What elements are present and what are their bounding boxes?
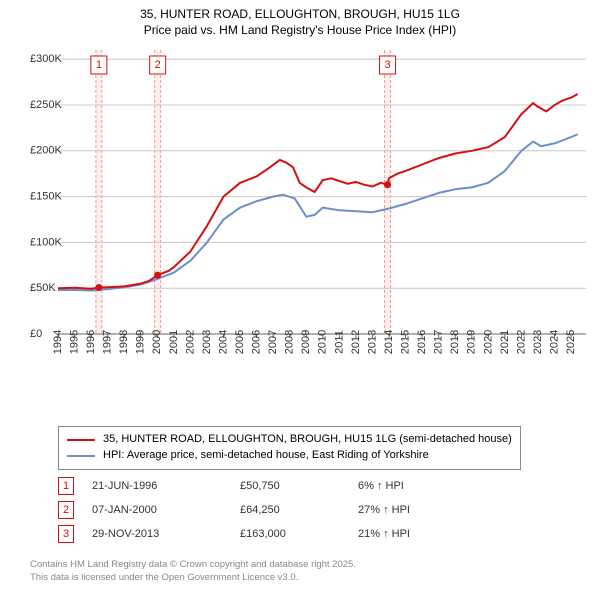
- svg-text:£150K: £150K: [30, 190, 62, 202]
- svg-text:2020: 2020: [482, 330, 494, 354]
- event-price: £163,000: [240, 528, 340, 540]
- event-date: 29-NOV-2013: [92, 528, 222, 540]
- svg-text:2006: 2006: [251, 330, 263, 354]
- event-pct: 21% ↑ HPI: [358, 528, 478, 540]
- events-row: 3 29-NOV-2013 £163,000 21% ↑ HPI: [58, 522, 558, 546]
- svg-text:2019: 2019: [466, 330, 478, 354]
- legend-label-hpi: HPI: Average price, semi-detached house,…: [103, 448, 429, 464]
- svg-text:2016: 2016: [416, 330, 428, 354]
- svg-text:2023: 2023: [532, 330, 544, 354]
- svg-text:2003: 2003: [201, 330, 213, 354]
- svg-text:1994: 1994: [52, 330, 64, 354]
- svg-text:2017: 2017: [433, 330, 445, 354]
- svg-text:£0: £0: [30, 328, 42, 340]
- event-price: £64,250: [240, 504, 340, 516]
- svg-text:1: 1: [96, 59, 102, 71]
- event-pct: 27% ↑ HPI: [358, 504, 478, 516]
- svg-text:£200K: £200K: [30, 145, 62, 157]
- events-row: 2 07-JAN-2000 £64,250 27% ↑ HPI: [58, 498, 558, 522]
- svg-text:1997: 1997: [102, 330, 114, 354]
- footer-line-1: Contains HM Land Registry data © Crown c…: [30, 559, 356, 570]
- svg-text:2011: 2011: [333, 330, 345, 354]
- svg-text:2007: 2007: [267, 330, 279, 354]
- svg-text:£300K: £300K: [30, 53, 62, 65]
- svg-text:3: 3: [384, 59, 390, 71]
- event-marker-box: 2: [58, 501, 74, 519]
- event-marker-box: 3: [58, 525, 74, 543]
- legend-row-property: 35, HUNTER ROAD, ELLOUGHTON, BROUGH, HU1…: [67, 432, 512, 448]
- legend: 35, HUNTER ROAD, ELLOUGHTON, BROUGH, HU1…: [58, 426, 521, 470]
- footer-line-2: This data is licensed under the Open Gov…: [30, 572, 298, 583]
- legend-swatch-hpi: [67, 455, 95, 457]
- svg-text:2025: 2025: [565, 330, 577, 354]
- svg-text:2013: 2013: [366, 330, 378, 354]
- svg-text:2008: 2008: [284, 330, 296, 354]
- svg-text:£100K: £100K: [30, 236, 62, 248]
- svg-text:2012: 2012: [350, 330, 362, 354]
- svg-text:2021: 2021: [499, 330, 511, 354]
- svg-text:2010: 2010: [317, 330, 329, 354]
- svg-text:2004: 2004: [217, 330, 229, 354]
- svg-text:2009: 2009: [300, 330, 312, 354]
- svg-text:2014: 2014: [383, 330, 395, 354]
- svg-text:£50K: £50K: [30, 282, 56, 294]
- svg-text:2015: 2015: [399, 330, 411, 354]
- svg-text:1998: 1998: [118, 330, 130, 354]
- title-line-1: 35, HUNTER ROAD, ELLOUGHTON, BROUGH, HU1…: [140, 7, 460, 21]
- svg-text:2022: 2022: [515, 330, 527, 354]
- chart-title: 35, HUNTER ROAD, ELLOUGHTON, BROUGH, HU1…: [0, 0, 600, 38]
- event-date: 07-JAN-2000: [92, 504, 222, 516]
- event-pct: 6% ↑ HPI: [358, 480, 478, 492]
- legend-row-hpi: HPI: Average price, semi-detached house,…: [67, 448, 512, 464]
- svg-text:2024: 2024: [548, 330, 560, 354]
- svg-text:2: 2: [155, 59, 161, 71]
- svg-text:1995: 1995: [68, 330, 80, 354]
- svg-text:2018: 2018: [449, 330, 461, 354]
- svg-text:£250K: £250K: [30, 99, 62, 111]
- event-date: 21-JUN-1996: [92, 480, 222, 492]
- legend-swatch-property: [67, 439, 95, 441]
- svg-text:1999: 1999: [135, 330, 147, 354]
- event-marker-box: 1: [58, 477, 74, 495]
- title-line-2: Price paid vs. HM Land Registry's House …: [144, 23, 456, 37]
- plot-svg: £0 £50K £100K £150K £200K £250K £300K 1994 1995 1…: [30, 46, 590, 386]
- chart-container: 35, HUNTER ROAD, ELLOUGHTON, BROUGH, HU1…: [0, 0, 600, 590]
- events-row: 1 21-JUN-1996 £50,750 6% ↑ HPI: [58, 474, 558, 498]
- svg-text:1996: 1996: [85, 330, 97, 354]
- svg-text:2005: 2005: [234, 330, 246, 354]
- plot-area: £0 £50K £100K £150K £200K £250K £300K 1994 1995 1…: [30, 46, 590, 386]
- svg-text:2001: 2001: [168, 330, 180, 354]
- svg-text:2002: 2002: [184, 330, 196, 354]
- svg-text:2000: 2000: [151, 330, 163, 354]
- event-price: £50,750: [240, 480, 340, 492]
- footer: Contains HM Land Registry data © Crown c…: [30, 559, 356, 584]
- events-table: 1 21-JUN-1996 £50,750 6% ↑ HPI 2 07-JAN-2000 £…: [58, 474, 558, 546]
- legend-label-property: 35, HUNTER ROAD, ELLOUGHTON, BROUGH, HU1…: [103, 432, 512, 448]
